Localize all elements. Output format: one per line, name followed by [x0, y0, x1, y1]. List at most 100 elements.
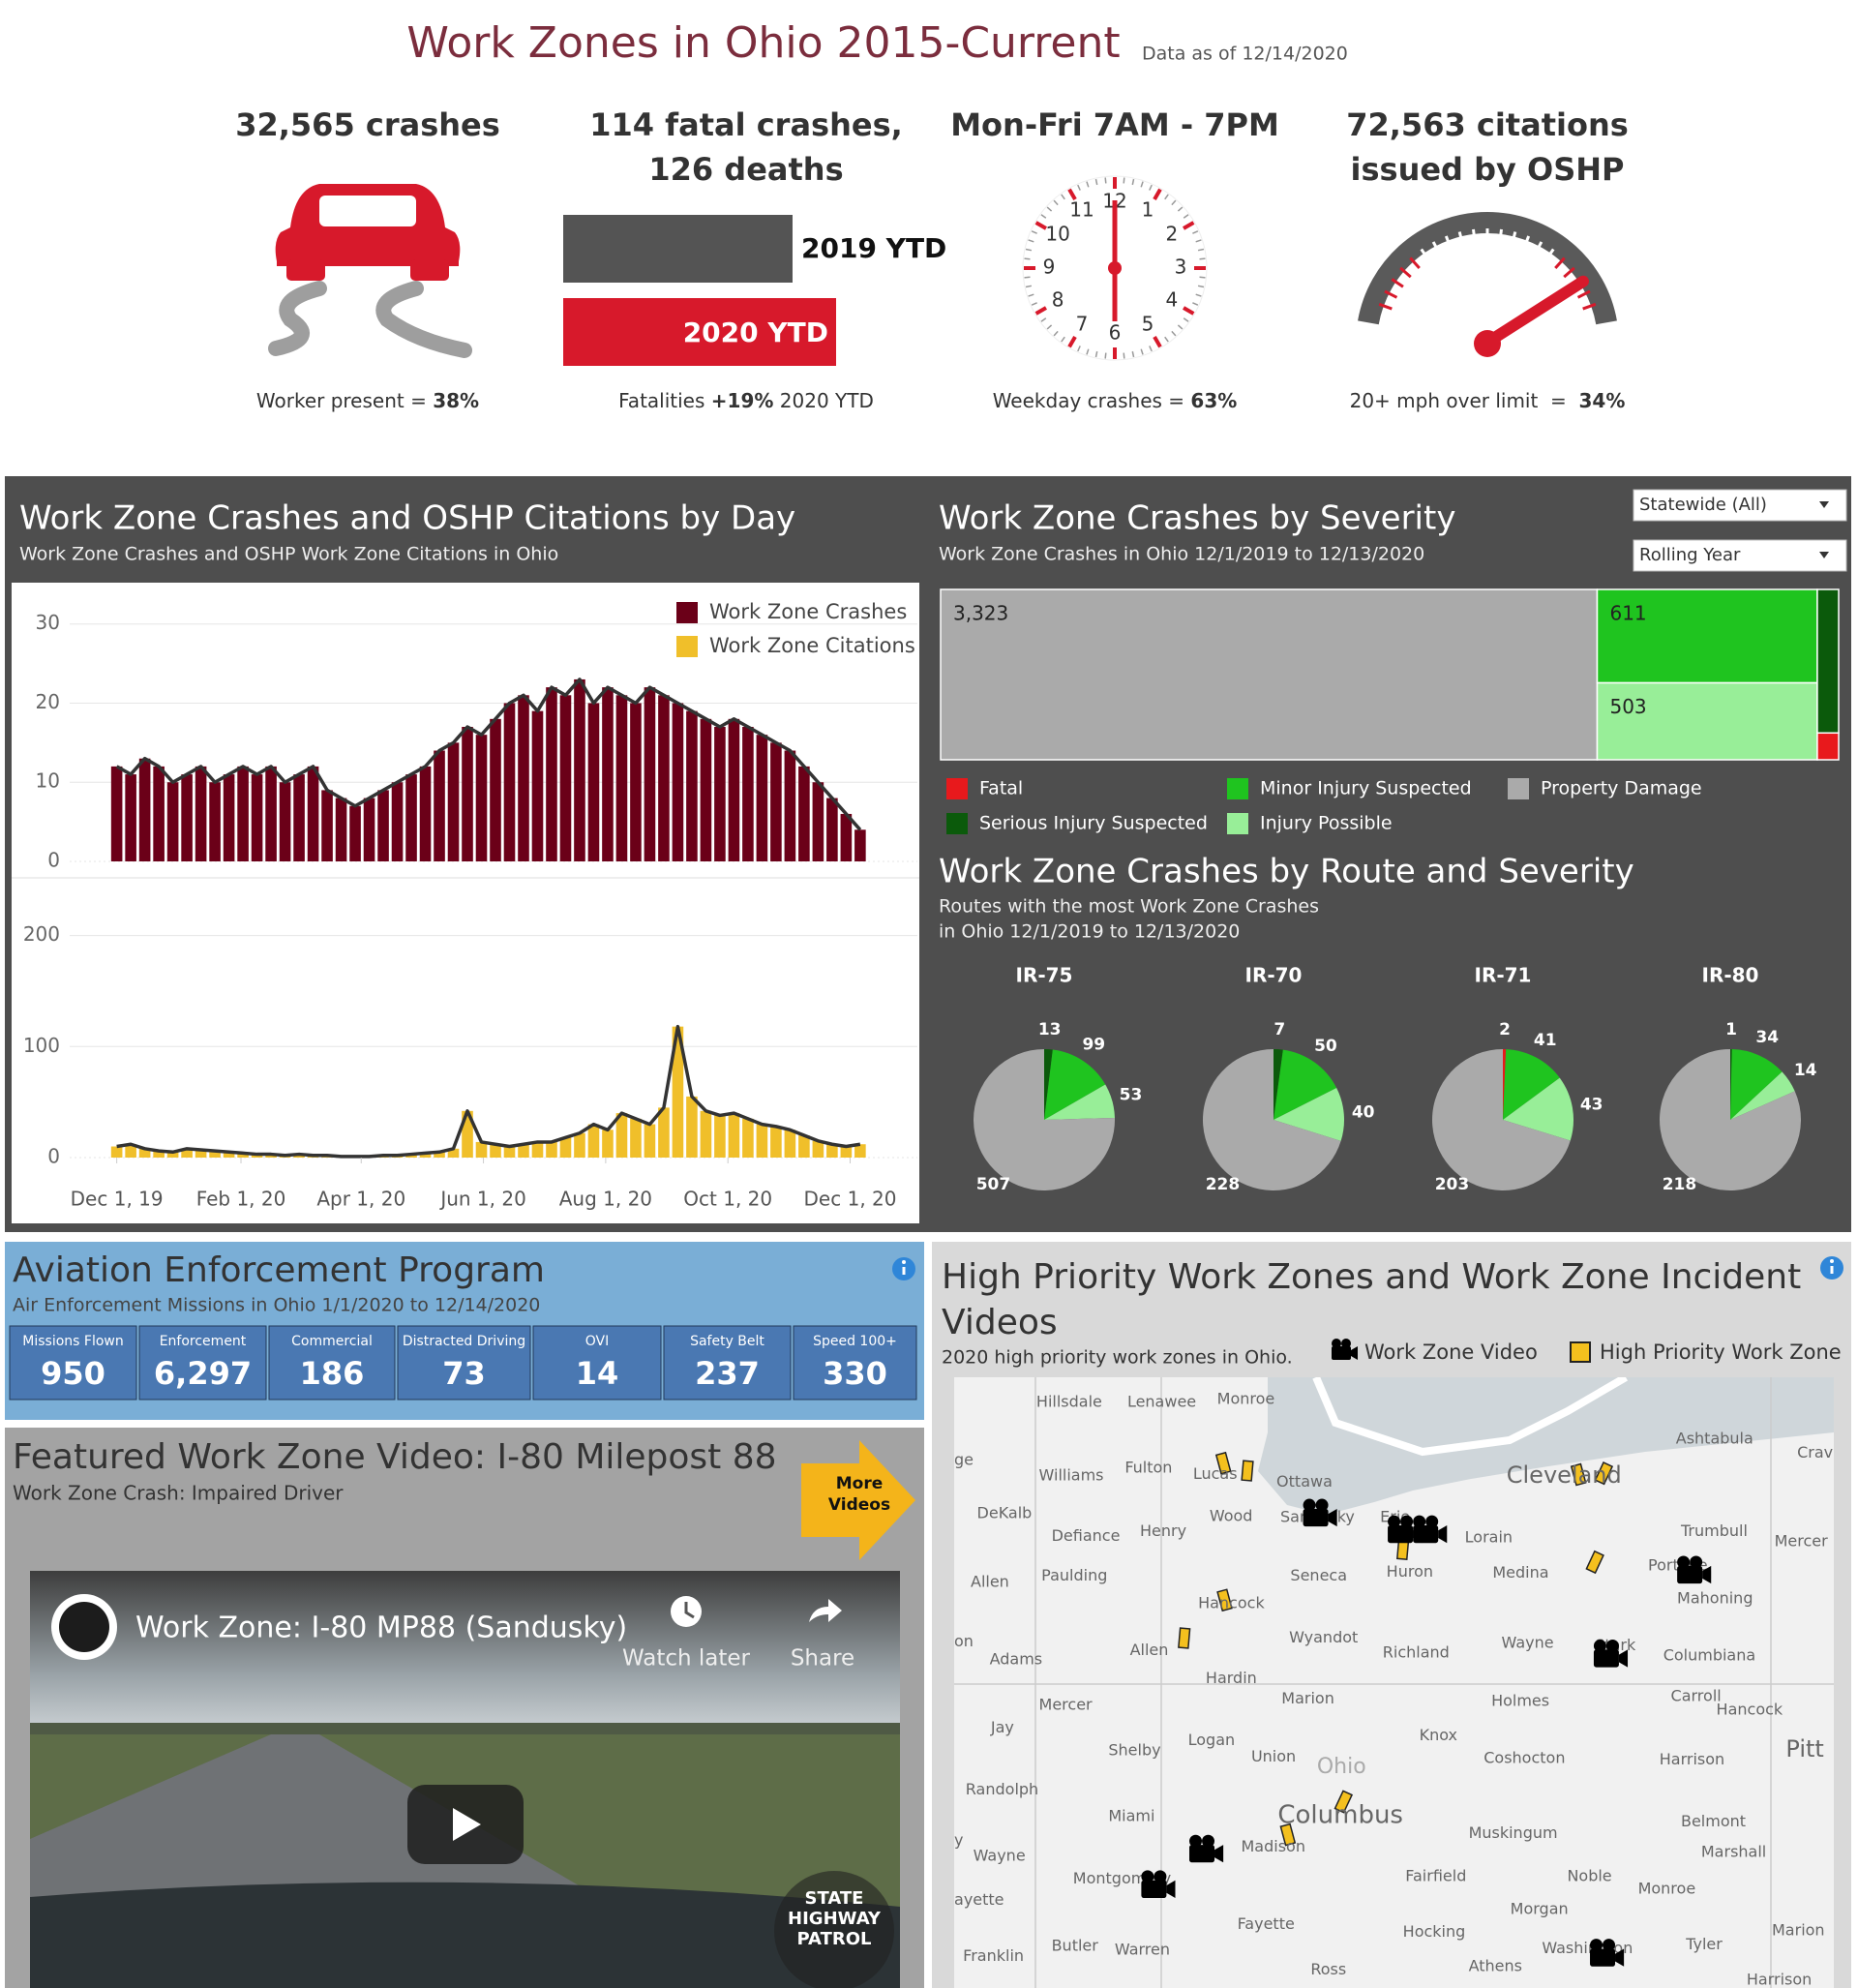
- priority-zone[interactable]: [1214, 1451, 1232, 1475]
- kpi-footer-part: Fatalities: [618, 389, 711, 412]
- stat-value: 186: [300, 1355, 365, 1392]
- county-label: Hocking: [1403, 1922, 1466, 1941]
- legend-label: Work Zone Crashes: [709, 600, 907, 623]
- bar: [854, 1144, 866, 1158]
- video-marker[interactable]: [1141, 1870, 1176, 1898]
- county-label: Trumbull: [1680, 1521, 1748, 1540]
- clock-tick: [1171, 199, 1177, 206]
- patrol-logo: [774, 1871, 894, 1988]
- camera-reel: [1400, 1515, 1414, 1528]
- bar: [518, 695, 529, 861]
- priority-zone[interactable]: [1241, 1460, 1254, 1482]
- video-action[interactable]: Share: [791, 1646, 854, 1672]
- camera-reel: [1154, 1870, 1167, 1883]
- priority-zone[interactable]: [1279, 1822, 1297, 1847]
- bar: [279, 782, 291, 861]
- more-videos-button[interactable]: [801, 1440, 915, 1560]
- bar: [615, 1113, 628, 1158]
- video-marker[interactable]: [1677, 1555, 1712, 1584]
- bar: [615, 695, 628, 861]
- pie-label: 1: [1725, 1020, 1737, 1039]
- county-label: Jay: [990, 1718, 1014, 1736]
- priority-zone[interactable]: [1570, 1462, 1587, 1487]
- video-player[interactable]: [30, 1571, 900, 1988]
- county-label: Lorain: [1465, 1528, 1513, 1547]
- bar: [209, 782, 221, 861]
- bar: [462, 1110, 473, 1158]
- gauge-tick: [1431, 241, 1442, 255]
- map: [954, 1377, 1834, 1988]
- kpi-heading: issued by OSHP: [1351, 151, 1625, 188]
- video-action[interactable]: Watch later: [622, 1646, 751, 1672]
- priority-zone[interactable]: [1594, 1461, 1614, 1486]
- gauge-tick: [1420, 248, 1431, 261]
- dropdown-arrow: [1819, 501, 1829, 508]
- pie-slice: [1274, 1049, 1337, 1120]
- clock-number: 10: [1045, 223, 1069, 246]
- bar: [237, 1153, 249, 1158]
- bar: [826, 798, 838, 861]
- play-glyph: [453, 1808, 481, 1841]
- pie-label: 41: [1534, 1031, 1557, 1050]
- video-marker[interactable]: [1303, 1498, 1337, 1527]
- clock-tick: [1086, 181, 1090, 188]
- clock-number: 3: [1175, 256, 1187, 279]
- panel-title: Aviation Enforcement Program: [13, 1250, 545, 1290]
- bar: [854, 829, 866, 861]
- bar: [307, 766, 319, 861]
- county-label: Coshocton: [1483, 1748, 1565, 1766]
- legend-swatch: [946, 778, 968, 799]
- clock-center: [1108, 261, 1122, 275]
- county-label: Marion: [1281, 1689, 1334, 1707]
- video-marker[interactable]: [1413, 1515, 1448, 1544]
- panel-title: Videos: [942, 1303, 1058, 1342]
- video-marker[interactable]: [1590, 1939, 1625, 1967]
- priority-zone[interactable]: [1334, 1790, 1354, 1814]
- county-label: Wayne: [974, 1846, 1026, 1864]
- video-marker[interactable]: [1332, 1339, 1358, 1360]
- camera-body: [1590, 1948, 1616, 1967]
- kpi-heading: 114 fatal crashes,: [589, 106, 903, 143]
- legend-label: Serious Injury Suspected: [979, 813, 1208, 834]
- info-glyph: [902, 1260, 906, 1264]
- pie-label: 43: [1580, 1095, 1603, 1114]
- county-label: Allen: [1130, 1641, 1169, 1659]
- stat-cell: [268, 1325, 396, 1401]
- filter-dropdown[interactable]: [1633, 539, 1847, 572]
- kpi-heading: 32,565 crashes: [235, 106, 500, 143]
- bar: [630, 1118, 642, 1158]
- video-marker[interactable]: [1593, 1639, 1629, 1668]
- county-label: Athens: [1469, 1956, 1522, 1974]
- stat-value: 237: [695, 1355, 760, 1392]
- gauge-hub: [1474, 330, 1501, 357]
- treemap-cell: [1816, 732, 1840, 761]
- bar: [728, 718, 740, 861]
- bar: [770, 742, 782, 861]
- county-label: Mercer: [1775, 1531, 1829, 1550]
- bar: [770, 1126, 782, 1158]
- panel-title: Featured Work Zone Video: I-80 Milepost …: [13, 1437, 777, 1477]
- camera-reel: [1677, 1555, 1691, 1569]
- camera-reel: [1590, 1939, 1603, 1952]
- priority-zone[interactable]: [1585, 1550, 1604, 1575]
- legend-swatch: [1227, 778, 1248, 799]
- bar: [531, 1141, 544, 1158]
- camera-reel: [1189, 1834, 1203, 1848]
- clock-tick: [1131, 350, 1135, 358]
- clock-tick: [1077, 184, 1081, 191]
- bar: [503, 1146, 516, 1158]
- filter-dropdown[interactable]: [1633, 489, 1847, 522]
- bar: [812, 1140, 824, 1158]
- camera-reel: [1605, 1639, 1619, 1652]
- priority-zone[interactable]: [1178, 1627, 1191, 1649]
- priority-zone[interactable]: [1216, 1588, 1233, 1612]
- kpi-footer-part: 34%: [1579, 389, 1626, 412]
- legend-swatch: [1227, 813, 1248, 834]
- video-marker[interactable]: [1189, 1834, 1224, 1863]
- clock-tick: [1077, 346, 1081, 352]
- kpi-footer-part: 2020 YTD: [773, 389, 873, 412]
- county-label: Fulton: [1124, 1458, 1172, 1476]
- ytd-bar-2019: [563, 215, 793, 283]
- camera-reel: [1202, 1834, 1215, 1848]
